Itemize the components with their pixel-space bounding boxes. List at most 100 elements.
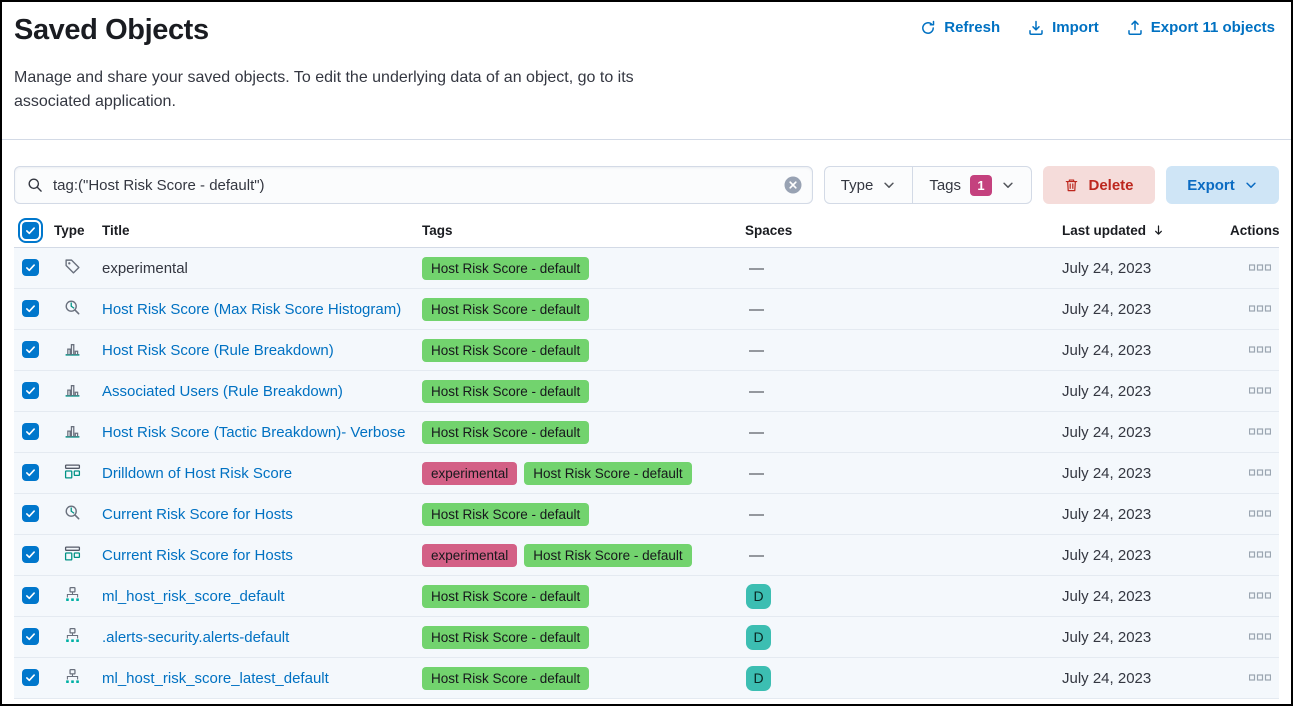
column-header-type: Type <box>54 223 85 238</box>
refresh-icon <box>920 20 936 36</box>
column-header-spaces: Spaces <box>745 223 793 238</box>
row-checkbox[interactable] <box>22 668 39 686</box>
row-checkbox[interactable] <box>22 627 39 645</box>
tags-cell: Host Risk Score - default <box>422 420 745 444</box>
row-actions-button[interactable] <box>1247 466 1273 480</box>
tags-cell: Host Risk Score - default <box>422 584 745 608</box>
table-row: ml_host_risk_score_default Host Risk Sco… <box>14 576 1279 617</box>
object-title-link[interactable]: Host Risk Score (Tactic Breakdown)- Verb… <box>102 423 406 441</box>
space-avatar: D <box>746 583 771 609</box>
boxes-horizontal-icon <box>1249 591 1271 601</box>
header-actions: Refresh Import Export 11 objects <box>920 10 1279 36</box>
bar-chart-icon <box>64 422 81 439</box>
type-filter-button[interactable]: Type <box>825 167 913 203</box>
row-actions-button[interactable] <box>1247 302 1273 316</box>
tags-cell: Host Risk Score - default <box>422 338 745 362</box>
last-updated-cell: July 24, 2023 <box>1062 628 1152 646</box>
tag-badge: experimental <box>422 543 518 567</box>
saved-objects-table: Type Title Tags Spaces Last updated Acti… <box>2 214 1291 699</box>
tags-cell: Host Risk Score - default <box>422 256 745 280</box>
import-label: Import <box>1052 19 1099 36</box>
object-title-link[interactable]: ml_host_risk_score_default <box>102 587 285 605</box>
row-actions-button[interactable] <box>1247 507 1273 521</box>
row-checkbox[interactable] <box>22 586 39 604</box>
bar-chart-icon <box>64 340 81 357</box>
tags-cell: Host Risk Score - default <box>422 297 745 321</box>
tag-badge: Host Risk Score - default <box>524 543 692 567</box>
clear-search-button[interactable] <box>784 176 802 194</box>
boxes-horizontal-icon <box>1249 468 1271 478</box>
header-checkbox-cell <box>14 217 54 243</box>
row-actions-button[interactable] <box>1247 384 1273 398</box>
boxes-horizontal-icon <box>1249 509 1271 519</box>
row-actions-button[interactable] <box>1247 671 1273 685</box>
spaces-cell: — <box>745 547 1062 564</box>
tags-cell: Host Risk Score - default <box>422 502 745 526</box>
boxes-horizontal-icon <box>1249 673 1271 683</box>
index-pattern-icon <box>64 586 81 603</box>
row-checkbox[interactable] <box>22 504 39 522</box>
table-row: Current Risk Score for Hosts experimenta… <box>14 535 1279 576</box>
export-selected-button[interactable]: Export <box>1166 166 1279 204</box>
tags-filter-button[interactable]: Tags 1 <box>912 167 1031 203</box>
refresh-label: Refresh <box>944 19 1001 36</box>
lens-icon <box>64 504 81 521</box>
row-checkbox[interactable] <box>22 258 39 276</box>
delete-button[interactable]: Delete <box>1043 166 1155 204</box>
empty-spaces-dash: — <box>749 464 764 482</box>
object-title-link[interactable]: Host Risk Score (Rule Breakdown) <box>102 341 334 359</box>
object-title-link: experimental <box>102 259 188 277</box>
row-checkbox[interactable] <box>22 422 39 440</box>
tag-badge: Host Risk Score - default <box>422 625 590 649</box>
tags-cell: Host Risk Score - default <box>422 625 745 649</box>
row-checkbox[interactable] <box>22 545 39 563</box>
row-checkbox[interactable] <box>22 463 39 481</box>
empty-spaces-dash: — <box>749 546 764 564</box>
chevron-down-icon <box>882 178 896 192</box>
export-selected-label: Export <box>1187 176 1235 194</box>
tags-cell: experimental Host Risk Score - default <box>422 461 745 485</box>
row-checkbox[interactable] <box>22 340 39 358</box>
row-checkbox[interactable] <box>22 381 39 399</box>
tags-cell: Host Risk Score - default <box>422 379 745 403</box>
import-button[interactable]: Import <box>1028 19 1099 36</box>
tag-badge: experimental <box>422 461 518 485</box>
boxes-horizontal-icon <box>1249 386 1271 396</box>
chevron-down-icon <box>1244 178 1258 192</box>
export-all-button[interactable]: Export 11 objects <box>1127 19 1275 36</box>
row-actions-button[interactable] <box>1247 548 1273 562</box>
dashboard-icon <box>64 463 81 480</box>
object-title-link[interactable]: Current Risk Score for Hosts <box>102 505 293 523</box>
tags-cell: Host Risk Score - default <box>422 666 745 690</box>
column-header-title: Title <box>102 223 130 238</box>
row-actions-button[interactable] <box>1247 589 1273 603</box>
object-title-link[interactable]: .alerts-security.alerts-default <box>102 628 290 646</box>
row-actions-button[interactable] <box>1247 261 1273 275</box>
select-all-checkbox[interactable] <box>18 217 43 243</box>
row-actions-button[interactable] <box>1247 343 1273 357</box>
object-title-link[interactable]: Current Risk Score for Hosts <box>102 546 293 564</box>
spaces-cell: — <box>745 424 1062 441</box>
tags-filter-count-badge: 1 <box>970 174 992 196</box>
import-icon <box>1028 20 1044 36</box>
row-actions-button[interactable] <box>1247 425 1273 439</box>
object-title-link[interactable]: ml_host_risk_score_latest_default <box>102 669 329 687</box>
boxes-horizontal-icon <box>1249 632 1271 642</box>
tag-badge: Host Risk Score - default <box>422 420 590 444</box>
column-header-last-updated[interactable]: Last updated <box>1062 223 1230 238</box>
table-row: Host Risk Score (Rule Breakdown) Host Ri… <box>14 330 1279 371</box>
spaces-cell: — <box>745 506 1062 523</box>
page-description: Manage and share your saved objects. To … <box>14 69 634 110</box>
last-updated-cell: July 24, 2023 <box>1062 505 1152 523</box>
refresh-button[interactable]: Refresh <box>920 19 1000 36</box>
object-title-link[interactable]: Associated Users (Rule Breakdown) <box>102 382 343 400</box>
search-input[interactable] <box>53 176 784 194</box>
last-updated-cell: July 24, 2023 <box>1062 464 1152 482</box>
bar-chart-icon <box>64 381 81 398</box>
search-box <box>14 166 813 204</box>
object-title-link[interactable]: Host Risk Score (Max Risk Score Histogra… <box>102 300 402 318</box>
row-actions-button[interactable] <box>1247 630 1273 644</box>
last-updated-cell: July 24, 2023 <box>1062 259 1152 277</box>
object-title-link[interactable]: Drilldown of Host Risk Score <box>102 464 293 482</box>
row-checkbox[interactable] <box>22 299 39 317</box>
